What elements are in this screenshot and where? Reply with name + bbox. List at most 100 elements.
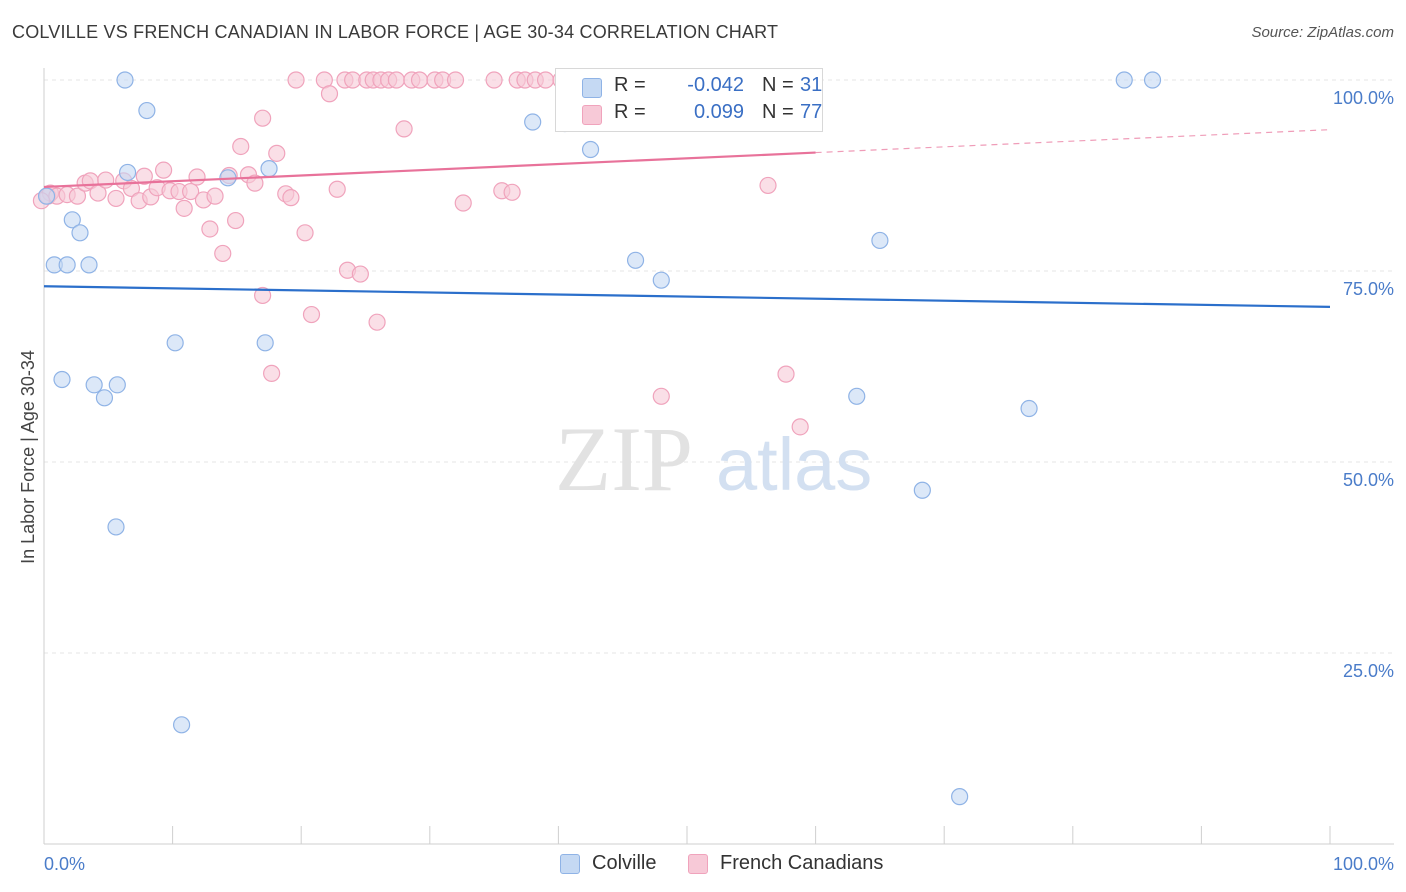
french-canadians-point xyxy=(214,244,232,263)
french-canadians-point xyxy=(254,109,272,127)
colville-point xyxy=(871,231,889,250)
colville-point xyxy=(80,256,98,274)
french-canadians-point xyxy=(268,144,286,162)
colville-r-label: R = xyxy=(614,74,646,96)
y-tick-label-75: 75.0% xyxy=(1343,279,1394,299)
french-canadians-point xyxy=(232,137,250,156)
colville-point xyxy=(58,256,76,274)
french-canadians-point xyxy=(536,71,555,89)
colville-point xyxy=(951,788,969,806)
french-canadians-point xyxy=(135,167,153,185)
french-canadians-point xyxy=(351,265,369,283)
french-canadians-point xyxy=(188,168,206,186)
x-tick-label-max: 100.0% xyxy=(1333,854,1394,874)
colville-n-value: 31 xyxy=(800,74,823,96)
colville-point xyxy=(1020,399,1038,418)
french-canadians-point xyxy=(97,171,115,189)
colville-point xyxy=(85,376,103,394)
x-tick-label-min: 0.0% xyxy=(44,854,85,874)
colville-point xyxy=(166,334,184,352)
french-canadians-point xyxy=(68,187,87,205)
french-canadians-point xyxy=(282,189,300,207)
french-canadians-trend-line xyxy=(43,151,816,189)
colville-point xyxy=(53,370,71,389)
colville-point xyxy=(524,113,542,131)
french-canadians-point xyxy=(201,220,219,238)
watermark-zip: ZIP xyxy=(555,408,693,510)
french-canadians-point xyxy=(503,183,521,201)
watermark-atlas: atlas xyxy=(716,423,872,506)
colville-point xyxy=(108,376,126,394)
french-canadians-point xyxy=(227,211,245,230)
colville-point xyxy=(626,251,645,269)
stats-legend: R = -0.042 N = 31 R = 0.099 N = 77 xyxy=(555,68,823,132)
french-r-label: R = xyxy=(614,101,646,123)
french-canadians-point xyxy=(320,85,339,103)
french-canadians-point xyxy=(122,179,141,198)
colville-point xyxy=(63,211,81,229)
colville-point xyxy=(116,71,134,89)
colville-point xyxy=(913,481,931,499)
french-canadians-point xyxy=(368,313,386,331)
french-canadians-point xyxy=(652,387,670,405)
french-canadians-point xyxy=(759,176,777,195)
french-canadians-point xyxy=(287,71,305,89)
french-legend-label: French Canadians xyxy=(720,852,884,874)
colville-point xyxy=(848,387,866,405)
french-canadians-point xyxy=(387,71,405,89)
colville-swatch xyxy=(582,78,602,98)
colville-point xyxy=(1143,71,1162,89)
french-canadians-point xyxy=(791,418,809,436)
colville-point xyxy=(118,163,137,182)
y-tick-label-50: 50.0% xyxy=(1343,470,1394,490)
french-canadians-point xyxy=(410,71,429,89)
french-canadians-point xyxy=(263,364,281,382)
colville-point xyxy=(138,101,156,120)
colville-point xyxy=(581,140,600,159)
chart-title: COLVILLE VS FRENCH CANADIAN IN LABOR FOR… xyxy=(12,22,779,42)
colville-r-value: -0.042 xyxy=(687,74,744,96)
y-tick-labels: 25.0% 50.0% 75.0% 100.0% xyxy=(1333,88,1394,681)
colville-point xyxy=(95,389,114,407)
colville-legend-swatch xyxy=(560,854,580,874)
french-canadians-point xyxy=(777,365,795,383)
french-canadians-point xyxy=(206,187,224,205)
french-canadians-points xyxy=(32,71,809,436)
colville-point xyxy=(71,224,89,242)
source-label: Source: ZipAtlas.com xyxy=(1251,24,1394,41)
colville-point xyxy=(256,334,274,352)
french-canadians-point xyxy=(254,286,272,305)
colville-trend-line xyxy=(43,285,1331,309)
french-n-label: N = xyxy=(762,101,794,123)
colville-point xyxy=(652,271,670,289)
y-tick-label-25: 25.0% xyxy=(1343,661,1394,681)
french-n-value: 77 xyxy=(800,101,823,123)
french-canadians-point xyxy=(302,305,321,324)
french-canadians-point xyxy=(246,174,264,192)
french-canadians-point xyxy=(154,161,173,179)
colville-point xyxy=(1115,71,1133,89)
french-canadians-point xyxy=(107,189,125,208)
french-legend-swatch xyxy=(688,854,708,874)
watermark: ZIP atlas xyxy=(555,408,872,510)
french-canadians-point xyxy=(485,71,503,89)
colville-point xyxy=(260,160,278,178)
french-swatch xyxy=(582,105,602,125)
french-canadians-point xyxy=(446,71,465,89)
colville-legend-label: Colville xyxy=(592,852,657,874)
french-canadians-trend-line-extrapolated xyxy=(815,129,1331,154)
colville-point xyxy=(37,187,56,205)
french-canadians-point xyxy=(182,182,200,201)
french-r-value: 0.099 xyxy=(693,101,744,123)
french-canadians-point xyxy=(175,199,193,217)
french-canadians-point xyxy=(454,194,472,212)
colville-point xyxy=(173,716,191,734)
trend-lines xyxy=(43,129,1331,309)
grid-lines xyxy=(44,79,1394,654)
colville-point xyxy=(107,518,125,536)
colville-n-label: N = xyxy=(762,74,794,96)
french-canadians-point xyxy=(296,224,314,242)
y-axis-label: In Labor Force | Age 30-34 xyxy=(18,350,38,564)
french-canadians-point xyxy=(328,180,346,198)
